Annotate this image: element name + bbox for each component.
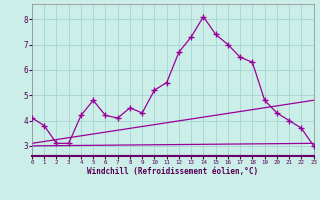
X-axis label: Windchill (Refroidissement éolien,°C): Windchill (Refroidissement éolien,°C) xyxy=(87,167,258,176)
